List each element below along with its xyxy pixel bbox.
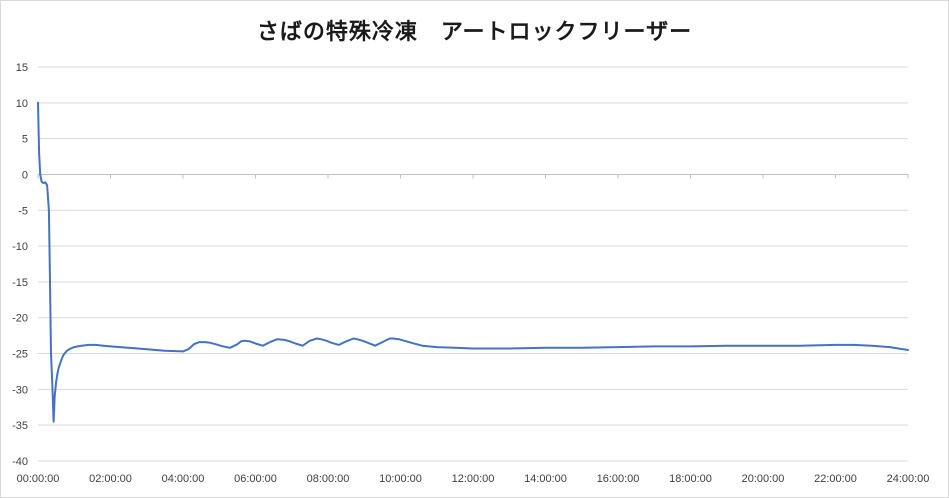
x-tick-label: 18:00:00: [669, 473, 712, 485]
y-tick-label: -40: [12, 456, 28, 468]
x-tick-label: 10:00:00: [379, 473, 422, 485]
x-tick-label: 08:00:00: [307, 473, 350, 485]
x-tick-label: 24:00:00: [887, 473, 930, 485]
x-tick-label: 00:00:00: [17, 473, 60, 485]
y-tick-label: -25: [12, 349, 28, 361]
y-tick-label: -35: [12, 420, 28, 432]
data-series: [37, 101, 909, 423]
x-tick-label: 20:00:00: [742, 473, 785, 485]
y-axis-tick-labels: 15 10 5 0 -5 -10 -15 -20 -25 -30 -35 -40: [12, 62, 28, 468]
y-tick-label: 5: [22, 134, 28, 146]
y-tick-label: 15: [16, 62, 28, 74]
series-line-0: [37, 101, 909, 423]
y-tick-label: -5: [18, 205, 28, 217]
x-tick-label: 12:00:00: [452, 473, 495, 485]
y-tick-label: -30: [12, 384, 28, 396]
x-tick-label: 16:00:00: [597, 473, 640, 485]
gridlines: [37, 66, 909, 462]
y-tick-label: -15: [12, 277, 28, 289]
y-tick-label: -10: [12, 241, 28, 253]
x-tick-label: 22:00:00: [814, 473, 857, 485]
x-tick-label: 02:00:00: [89, 473, 132, 485]
x-tick-label: 06:00:00: [234, 473, 277, 485]
y-tick-label: 10: [16, 98, 28, 110]
x-tick-label: 04:00:00: [162, 473, 205, 485]
y-tick-label: 0: [22, 169, 28, 181]
y-tick-label: -20: [12, 313, 28, 325]
chart-title: さばの特殊冷凍 アートロックフリーザー: [256, 20, 693, 45]
x-axis-tick-labels: 00:00:00 02:00:00 04:00:00 06:00:00 08:00:00…: [17, 473, 930, 485]
x-tick-label: 14:00:00: [524, 473, 567, 485]
